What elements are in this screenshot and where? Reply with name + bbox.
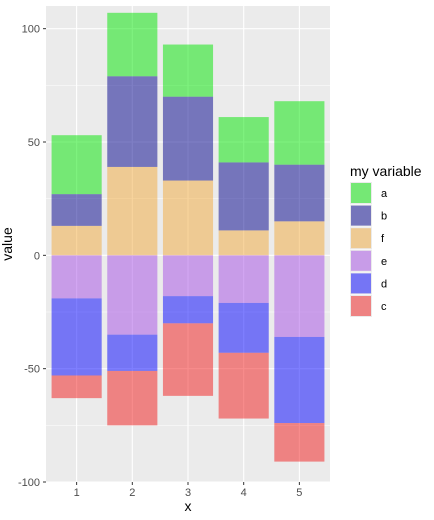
bar-c-1 [51, 375, 102, 399]
bar-b-1 [51, 194, 102, 226]
legend-label-b: b [381, 211, 387, 223]
bar-d-2 [107, 334, 158, 371]
x-tick-label: 3 [185, 487, 191, 499]
y-tick-label: -50 [24, 364, 40, 376]
y-tick-label: 50 [28, 137, 40, 149]
legend-key-f [351, 228, 371, 249]
bar-b-2 [107, 76, 158, 167]
legend-label-f: f [381, 233, 385, 245]
bar-f-1 [51, 225, 102, 256]
bar-e-1 [51, 255, 102, 299]
bar-d-4 [218, 302, 269, 353]
bar-a-1 [51, 135, 102, 195]
bar-a-2 [107, 12, 158, 77]
bar-c-2 [107, 370, 158, 426]
y-axis-title: value [0, 227, 15, 261]
bar-c-5 [274, 423, 325, 462]
y-tick-label: 100 [22, 24, 40, 36]
bar-a-3 [162, 44, 214, 97]
x-tick-label: 4 [241, 487, 247, 499]
y-tick-label: 0 [34, 250, 40, 262]
legend-title: my variable [350, 163, 422, 179]
x-tick-label: 1 [74, 487, 80, 499]
legend-label-e: e [381, 256, 387, 268]
x-tick-label: 5 [296, 487, 302, 499]
legend-key-d [351, 273, 371, 294]
bar-f-2 [107, 166, 158, 256]
bars [51, 12, 325, 462]
legend-label-a: a [381, 188, 388, 200]
axes: -100 -50 0 50 100 1 2 3 4 5 [18, 24, 302, 499]
x-tick-label: 2 [129, 487, 135, 499]
bar-e-5 [274, 255, 325, 337]
bar-d-5 [274, 336, 325, 424]
bar-f-5 [274, 221, 325, 256]
bar-e-3 [162, 255, 214, 297]
bar-c-4 [218, 352, 269, 419]
bar-e-2 [107, 255, 158, 335]
bar-b-4 [218, 162, 269, 231]
bar-f-4 [218, 230, 269, 256]
legend-key-e [351, 250, 371, 271]
legend-key-c [351, 296, 371, 316]
bar-f-3 [162, 180, 214, 256]
x-axis-title: x [185, 498, 192, 514]
legend-key-b [351, 205, 371, 226]
bar-a-4 [218, 117, 269, 163]
bar-d-1 [51, 298, 102, 376]
bar-e-4 [218, 255, 269, 303]
bar-d-3 [162, 296, 214, 324]
bar-b-3 [162, 96, 214, 181]
y-tick-label: -100 [18, 477, 40, 489]
legend-key-a [351, 183, 371, 203]
legend-label-c: c [381, 301, 387, 313]
bar-c-3 [162, 323, 214, 396]
bar-a-5 [274, 101, 325, 165]
legend-label-d: d [381, 278, 387, 290]
bar-b-5 [274, 164, 325, 222]
